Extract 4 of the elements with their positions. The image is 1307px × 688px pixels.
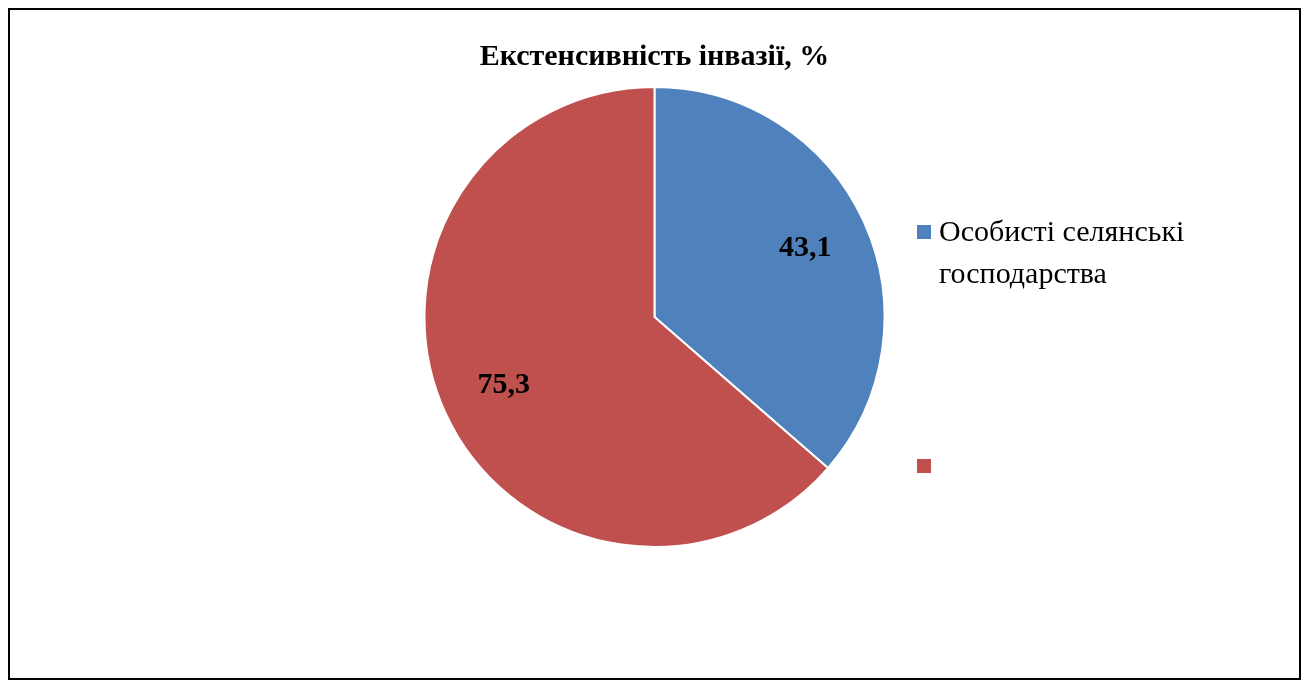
chart-title: Екстенсивність інвазії, % [478,38,831,72]
legend-label: Особисті селянські господарства [939,213,1186,291]
data-label: 75,3 [477,366,531,400]
data-label: 43,1 [778,229,832,263]
